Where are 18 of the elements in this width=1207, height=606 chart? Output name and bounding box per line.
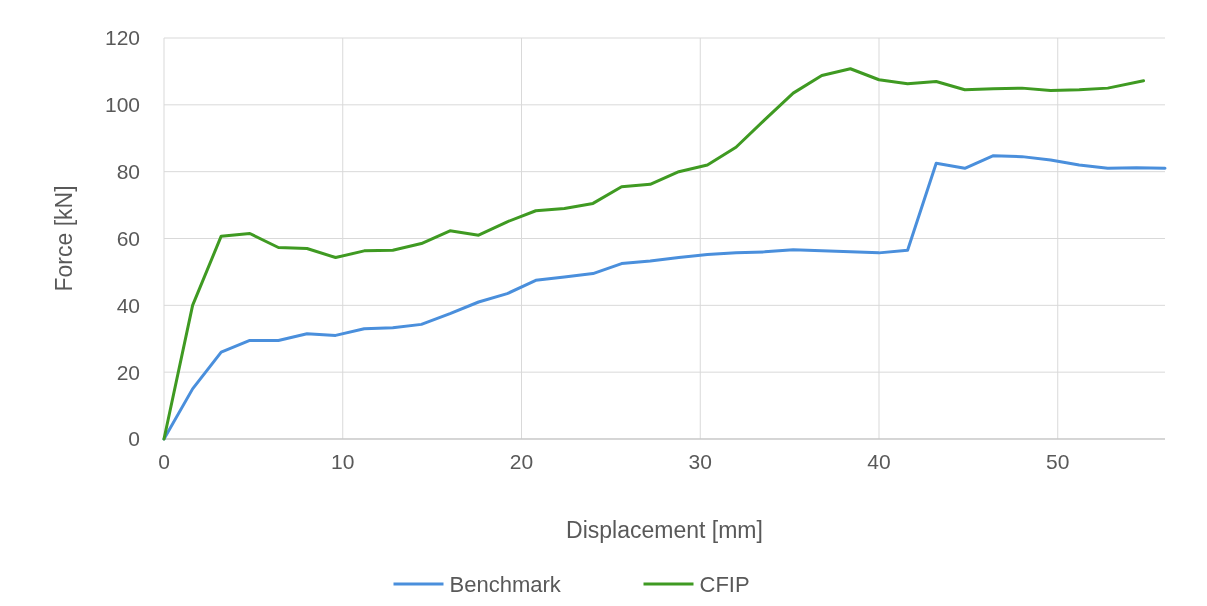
x-tick-label: 50 <box>1046 450 1070 473</box>
y-tick-label: 60 <box>116 226 140 250</box>
line-series <box>162 67 1146 441</box>
legend-label: Benchmark <box>449 571 562 597</box>
x-tick-label: 10 <box>331 450 355 473</box>
x-axis-title: Displacement [mm] <box>566 517 763 543</box>
x-tick-label: 30 <box>688 450 712 473</box>
x-tick-label: 40 <box>867 450 891 473</box>
y-axis-title: Force [kN] <box>51 185 77 292</box>
x-tick-label: 20 <box>509 450 534 473</box>
x-tick-label: 0 <box>158 450 170 473</box>
legend-label: CFIP <box>699 571 750 597</box>
y-tick-label: 80 <box>116 160 140 184</box>
y-tick-label: 120 <box>104 26 140 50</box>
y-tick-label: 20 <box>116 360 140 384</box>
y-tick-label: 40 <box>116 293 140 317</box>
y-tick-label: 0 <box>128 427 140 451</box>
y-tick-label: 100 <box>104 93 140 117</box>
